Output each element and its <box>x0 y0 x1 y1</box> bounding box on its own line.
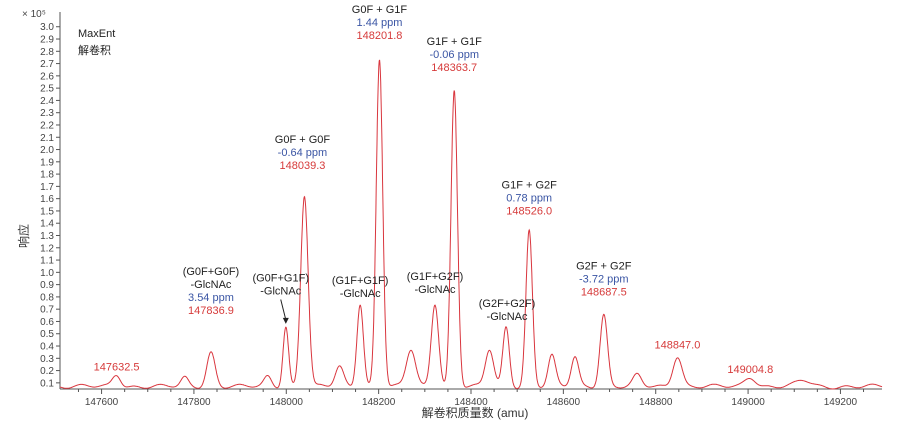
annotation-name: G2F + G2F <box>576 261 632 273</box>
x-tick-label: 148800 <box>639 397 673 408</box>
peak-annotation: 147632.5 <box>94 362 140 374</box>
annotation-name: -GlcNAc <box>415 284 456 296</box>
y-tick-label: 1.7 <box>40 182 54 193</box>
annotation-name: (G1F+G1F) <box>332 275 389 287</box>
y-tick-label: 1.0 <box>40 268 54 279</box>
y-tick-label: 2.7 <box>40 59 54 70</box>
y-tick-label: 0.2 <box>40 366 54 377</box>
annotation-arrow-head <box>282 317 289 324</box>
peak-annotation: 148847.0 <box>654 339 700 351</box>
annotation-mass: 148039.3 <box>279 160 325 172</box>
annotation-mass: 148201.8 <box>357 30 403 42</box>
y-tick-label: 1.2 <box>40 243 54 254</box>
y-tick-label: 2.3 <box>40 108 54 119</box>
annotation-name: -GlcNAc <box>190 279 231 291</box>
y-tick-label: 0.9 <box>40 280 54 291</box>
annotation-name: -GlcNAc <box>340 288 381 300</box>
y-tick-label: 2.0 <box>40 145 54 156</box>
y-tick-label: 1.6 <box>40 194 54 205</box>
x-axis-title: 解卷积质量数 (amu) <box>422 405 529 420</box>
annotation-ppm: 0.78 ppm <box>506 193 552 205</box>
annotation-name: (G0F+G0F) <box>183 266 240 278</box>
annotation-name: G1F + G2F <box>502 180 558 192</box>
y-tick-label: 0.5 <box>40 329 54 340</box>
y-tick-label: 0.7 <box>40 305 54 316</box>
x-tick-label: 147600 <box>85 397 119 408</box>
spectrum-trace <box>59 59 883 390</box>
y-tick-label: 1.3 <box>40 231 54 242</box>
annotation-mass: 148526.0 <box>506 206 552 218</box>
y-tick-label: 3.0 <box>40 22 54 33</box>
x-tick-label: 148400 <box>454 397 488 408</box>
annotation-name: -GlcNAc <box>487 311 528 323</box>
y-tick-label: 2.6 <box>40 71 54 82</box>
y-tick-label: 0.4 <box>40 342 54 353</box>
annotation-name: (G0F+G1F) <box>252 272 309 284</box>
annotation-ppm: -0.06 ppm <box>429 49 479 61</box>
axes: 0.10.20.30.40.50.60.70.80.91.01.11.21.31… <box>40 12 882 408</box>
y-tick-label: 1.9 <box>40 157 54 168</box>
annotation-name: -GlcNAc <box>260 285 301 297</box>
annotation-mass: 148847.0 <box>654 339 700 351</box>
peak-annotation: (G0F+G1F)-GlcNAc <box>252 272 309 324</box>
y-tick-label: 2.5 <box>40 84 54 95</box>
y-tick-label: 0.6 <box>40 317 54 328</box>
annotation-mass: 148363.7 <box>431 62 477 74</box>
y-tick-label: 2.2 <box>40 120 54 131</box>
y-tick-label: 2.8 <box>40 47 54 58</box>
annotation-ppm: -0.64 ppm <box>278 147 328 159</box>
x-tick-label: 148000 <box>270 397 304 408</box>
info-line-2: 解卷积 <box>78 43 111 57</box>
peak-annotation: (G2F+G2F)-GlcNAc <box>479 298 536 323</box>
annotation-ppm: -3.72 ppm <box>579 274 629 286</box>
y-tick-label: 1.8 <box>40 170 54 181</box>
annotation-name: (G1F+G2F) <box>407 271 464 283</box>
x-tick-label: 149000 <box>731 397 765 408</box>
x-tick-label: 148200 <box>362 397 396 408</box>
annotation-name: (G2F+G2F) <box>479 298 536 310</box>
y-tick-label: 0.8 <box>40 292 54 303</box>
y-tick-label: 1.1 <box>40 256 54 267</box>
x-tick-label: 149200 <box>824 397 858 408</box>
peak-annotation: (G1F+G1F)-GlcNAc <box>332 275 389 300</box>
annotation-name: G1F + G1F <box>427 36 483 48</box>
annotation-mass: 148687.5 <box>581 287 627 299</box>
annotation-mass: 149004.8 <box>727 364 773 376</box>
y-tick-label: 0.1 <box>40 378 54 389</box>
peak-annotation: 149004.8 <box>727 364 773 376</box>
info-line-1: MaxEnt <box>78 28 115 40</box>
y-tick-label: 0.3 <box>40 354 54 365</box>
y-tick-label: 2.9 <box>40 35 54 46</box>
y-tick-label: 1.4 <box>40 219 54 230</box>
annotation-name: G0F + G1F <box>352 4 408 16</box>
x-tick-label: 147800 <box>177 397 211 408</box>
annotation-ppm: 1.44 ppm <box>357 17 403 29</box>
peak-annotation: (G1F+G2F)-GlcNAc <box>407 271 464 296</box>
annotation-mass: 147632.5 <box>94 362 140 374</box>
y-tick-label: 2.1 <box>40 133 54 144</box>
y-axis-title: 响应 <box>16 224 31 248</box>
x-tick-label: 148600 <box>547 397 581 408</box>
annotation-arrow-line <box>280 299 287 321</box>
annotation-name: G0F + G0F <box>275 134 331 146</box>
y-scale-label: × 10⁵ <box>22 9 46 20</box>
y-tick-label: 2.4 <box>40 96 54 107</box>
y-tick-label: 1.5 <box>40 206 54 217</box>
annotation-ppm: 3.54 ppm <box>188 292 234 304</box>
annotation-mass: 147836.9 <box>188 305 234 317</box>
